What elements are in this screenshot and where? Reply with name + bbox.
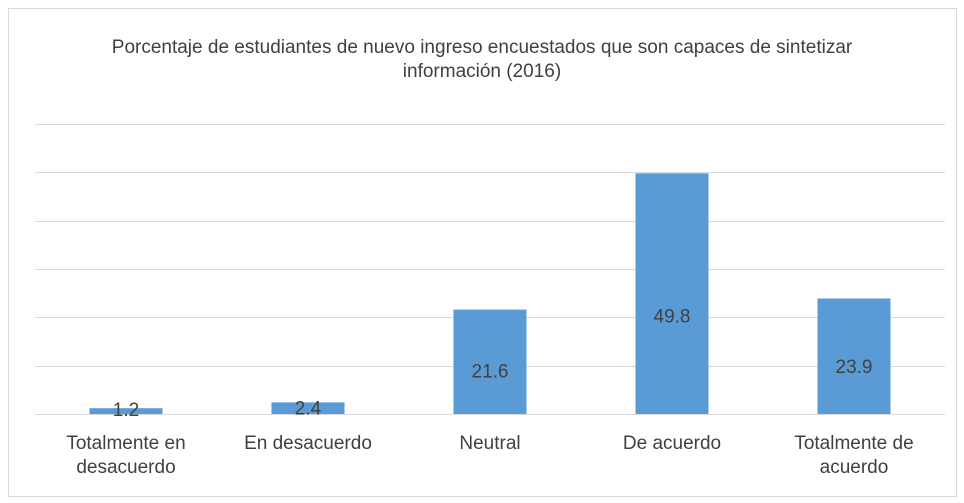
x-tick-label: Totalmente de acuerdo <box>794 433 914 478</box>
data-label: 23.9 <box>836 357 873 378</box>
chart-frame <box>8 8 957 497</box>
data-label: 2.4 <box>295 398 322 419</box>
bar <box>453 309 527 414</box>
bar <box>817 298 891 414</box>
bar <box>89 408 163 414</box>
bar <box>271 402 345 414</box>
x-tick-label: Neutral <box>459 433 521 454</box>
data-label: 1.2 <box>113 400 139 421</box>
chart-title: Porcentaje de estudiantes de nuevo ingre… <box>111 37 853 82</box>
data-label: 49.8 <box>654 307 691 328</box>
bar <box>635 173 709 414</box>
data-label: 21.6 <box>472 361 509 382</box>
x-tick-label: En desacuerdo <box>244 433 372 454</box>
x-tick-label: De acuerdo <box>622 433 722 454</box>
x-tick-label: Totalmente en desacuerdo <box>66 433 186 478</box>
